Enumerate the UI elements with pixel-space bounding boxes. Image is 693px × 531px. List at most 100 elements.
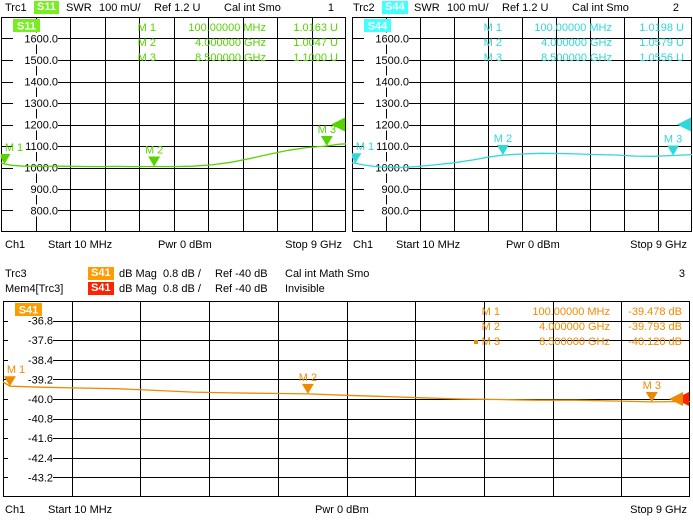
- trace-ref: Ref -40 dB: [215, 268, 268, 280]
- trace-name[interactable]: Mem4[Trc3]: [5, 283, 64, 295]
- svg-text:1300.0: 1300.0: [24, 98, 58, 110]
- stop-freq: Stop 9 GHz: [285, 239, 342, 251]
- svg-text:M 1: M 1: [5, 142, 23, 154]
- svg-text:M 3: M 3: [664, 134, 682, 146]
- start-freq: Start 10 MHz: [396, 239, 461, 251]
- svg-text:-38.4: -38.4: [28, 355, 53, 367]
- sparam-badge[interactable]: S41: [88, 282, 114, 295]
- trace-name[interactable]: Trc1: [5, 2, 27, 14]
- trc3-chart[interactable]: -36.8 -37.6 -38.4 -39.2 -40.0 -40.8 -41.6 -42.4…: [3, 301, 690, 497]
- svg-text:4.000000 GHz: 4.000000 GHz: [541, 37, 612, 49]
- svg-text:1.0556 U: 1.0556 U: [639, 52, 684, 64]
- svg-text:1100.0: 1100.0: [25, 141, 58, 153]
- svg-text:-40.8: -40.8: [28, 414, 53, 426]
- svg-text:1600.0: 1600.0: [375, 34, 409, 46]
- area-number: 2: [672, 2, 679, 14]
- svg-text:M 3: M 3: [643, 380, 661, 392]
- power-level: Pwr 0 dBm: [506, 239, 560, 251]
- svg-text:1400.0: 1400.0: [375, 77, 409, 89]
- svg-text:900.0: 900.0: [381, 184, 409, 196]
- trace-ref: Ref -40 dB: [215, 283, 268, 295]
- svg-text:M 2: M 2: [482, 321, 500, 333]
- trc2-header[interactable]: Trc2 S44 SWR 100 mU/ Ref 1.2 U Cal int S…: [348, 0, 693, 17]
- svg-text:M 3: M 3: [138, 52, 156, 64]
- channel-label: Ch1: [353, 239, 374, 251]
- svg-text:4.000000 GHz: 4.000000 GHz: [195, 37, 266, 49]
- trc1-chart[interactable]: 1600.0 1500.0 1400.0 1300.0 1200.0 1100.0 1000…: [1, 17, 346, 232]
- svg-text:100.00000 MHz: 100.00000 MHz: [532, 306, 610, 318]
- svg-text:1.1000 U: 1.1000 U: [293, 52, 338, 64]
- power-level: Pwr 0 dBm: [315, 504, 369, 516]
- svg-text:S41: S41: [19, 305, 39, 317]
- trace-format: SWR: [414, 2, 440, 14]
- svg-text:M 2: M 2: [145, 144, 163, 156]
- svg-text:1.0047 U: 1.0047 U: [293, 37, 338, 49]
- svg-text:1600.0: 1600.0: [24, 34, 58, 46]
- svg-text:M 2: M 2: [484, 37, 502, 49]
- svg-text:-39.478 dB: -39.478 dB: [628, 306, 682, 318]
- svg-text:1000.0: 1000.0: [375, 163, 409, 175]
- stop-freq: Stop 9 GHz: [630, 504, 687, 516]
- sparam-badge[interactable]: S44: [382, 1, 408, 14]
- svg-text:-36.8: -36.8: [28, 316, 53, 328]
- trace-ref: Ref 1.2 U: [154, 2, 201, 14]
- svg-text:8.500000 GHz: 8.500000 GHz: [541, 52, 612, 64]
- svg-text:M 3: M 3: [484, 52, 502, 64]
- trace-scale: 100 mU/: [447, 2, 489, 14]
- trace-status: Invisible: [285, 283, 325, 295]
- svg-text:1200.0: 1200.0: [24, 120, 58, 132]
- area-number: 1: [327, 2, 334, 14]
- svg-text:M 1: M 1: [7, 364, 25, 376]
- trace-name[interactable]: Trc2: [353, 2, 375, 14]
- trc2-chart[interactable]: 1600.0 1500.0 1400.0 1300.0 1200.0 1100.0 1000…: [352, 17, 692, 232]
- trace-scale: 0.8 dB /: [163, 283, 201, 295]
- trc3-footer: Ch1 Start 10 MHz Pwr 0 dBm Stop 9 GHz: [0, 497, 693, 521]
- svg-text:-39.2: -39.2: [28, 374, 53, 386]
- svg-text:M 1: M 1: [138, 22, 156, 34]
- channel-label: Ch1: [5, 239, 26, 251]
- svg-text:1000.0: 1000.0: [24, 163, 58, 175]
- svg-text:-41.6: -41.6: [28, 433, 53, 445]
- svg-text:1100.0: 1100.0: [376, 141, 409, 153]
- svg-text:100.00000 MHz: 100.00000 MHz: [534, 22, 612, 34]
- top-chart-row: Trc1 S11 SWR 100 mU/ Ref 1.2 U Cal int S…: [0, 0, 693, 256]
- svg-text:8.500000 GHz: 8.500000 GHz: [539, 336, 610, 348]
- svg-text:-40.120 dB: -40.120 dB: [628, 336, 682, 348]
- trc1-header[interactable]: Trc1 S11 SWR 100 mU/ Ref 1.2 U Cal int S…: [0, 0, 348, 17]
- trc2-footer: Ch1 Start 10 MHz Pwr 0 dBm Stop 9 GHz: [348, 232, 693, 256]
- svg-text:1400.0: 1400.0: [24, 77, 58, 89]
- svg-text:-42.4: -42.4: [28, 453, 53, 465]
- svg-text:1.0163 U: 1.0163 U: [293, 22, 338, 34]
- trace-status: Cal int Math Smo: [285, 268, 370, 280]
- panel-trc3: Trc3 S41 dB Mag 0.8 dB / Ref -40 dB Cal …: [0, 266, 693, 521]
- sparam-badge[interactable]: S11: [34, 1, 59, 14]
- start-freq: Start 10 MHz: [48, 504, 113, 516]
- trace-format: dB Mag: [119, 268, 157, 280]
- svg-text:M 3: M 3: [482, 336, 500, 348]
- svg-text:M 1: M 1: [356, 141, 374, 153]
- svg-text:100.00000 MHz: 100.00000 MHz: [188, 22, 266, 34]
- panel-trc1: Trc1 S11 SWR 100 mU/ Ref 1.2 U Cal int S…: [0, 0, 348, 256]
- svg-text:M 2: M 2: [494, 133, 512, 145]
- svg-text:-39.793 dB: -39.793 dB: [628, 321, 682, 333]
- svg-text:800.0: 800.0: [381, 206, 409, 218]
- svg-text:M 3: M 3: [318, 124, 336, 136]
- trace-name[interactable]: Trc3: [5, 268, 27, 280]
- trace-scale: 100 mU/: [99, 2, 141, 14]
- trace-ref: Ref 1.2 U: [502, 2, 549, 14]
- svg-text:1200.0: 1200.0: [375, 120, 409, 132]
- svg-text:-40.0: -40.0: [28, 394, 53, 406]
- svg-text:1.0198 U: 1.0198 U: [639, 22, 684, 34]
- trc3-header[interactable]: Trc3 S41 dB Mag 0.8 dB / Ref -40 dB Cal …: [0, 266, 693, 281]
- svg-text:M 2: M 2: [299, 372, 317, 384]
- svg-text:1.0579 U: 1.0579 U: [639, 37, 684, 49]
- start-freq: Start 10 MHz: [48, 239, 113, 251]
- mem4-header[interactable]: Mem4[Trc3] S41 dB Mag 0.8 dB / Ref -40 d…: [0, 281, 693, 296]
- svg-text:8.500000 GHz: 8.500000 GHz: [195, 52, 266, 64]
- svg-text:1500.0: 1500.0: [375, 55, 409, 67]
- stop-freq: Stop 9 GHz: [630, 239, 687, 251]
- area-number: 3: [678, 268, 685, 280]
- sparam-badge[interactable]: S41: [88, 267, 114, 280]
- svg-text:1300.0: 1300.0: [375, 98, 409, 110]
